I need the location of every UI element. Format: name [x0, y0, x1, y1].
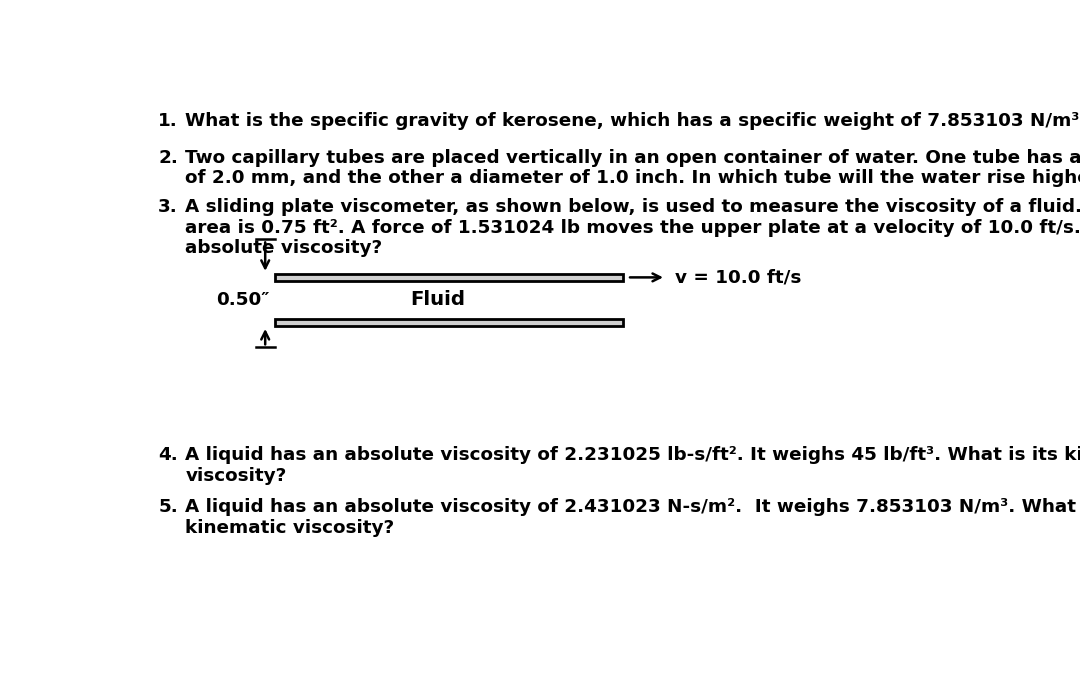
- Text: Fluid: Fluid: [410, 290, 465, 309]
- Text: 1.: 1.: [159, 112, 178, 130]
- Text: v = 10.0 ft/s: v = 10.0 ft/s: [675, 268, 801, 286]
- Text: A liquid has an absolute viscosity of 2.431023 N-s/m².  It weighs 7.853103 N/m³.: A liquid has an absolute viscosity of 2.…: [186, 498, 1080, 537]
- Bar: [274, 274, 623, 281]
- Text: 0.50″: 0.50″: [216, 291, 270, 309]
- Text: 2.: 2.: [159, 148, 178, 166]
- Text: What is the specific gravity of kerosene, which has a specific weight of 7.85310: What is the specific gravity of kerosene…: [186, 112, 1080, 130]
- Text: A liquid has an absolute viscosity of 2.231025 lb-s/ft². It weighs 45 lb/ft³. Wh: A liquid has an absolute viscosity of 2.…: [186, 446, 1080, 484]
- Text: 3.: 3.: [159, 198, 178, 216]
- Text: Two capillary tubes are placed vertically in an open container of water. One tub: Two capillary tubes are placed verticall…: [186, 148, 1080, 187]
- Text: 5.: 5.: [159, 498, 178, 516]
- Text: A sliding plate viscometer, as shown below, is used to measure the viscosity of : A sliding plate viscometer, as shown bel…: [186, 198, 1080, 258]
- Bar: [274, 319, 623, 326]
- Text: 4.: 4.: [159, 446, 178, 464]
